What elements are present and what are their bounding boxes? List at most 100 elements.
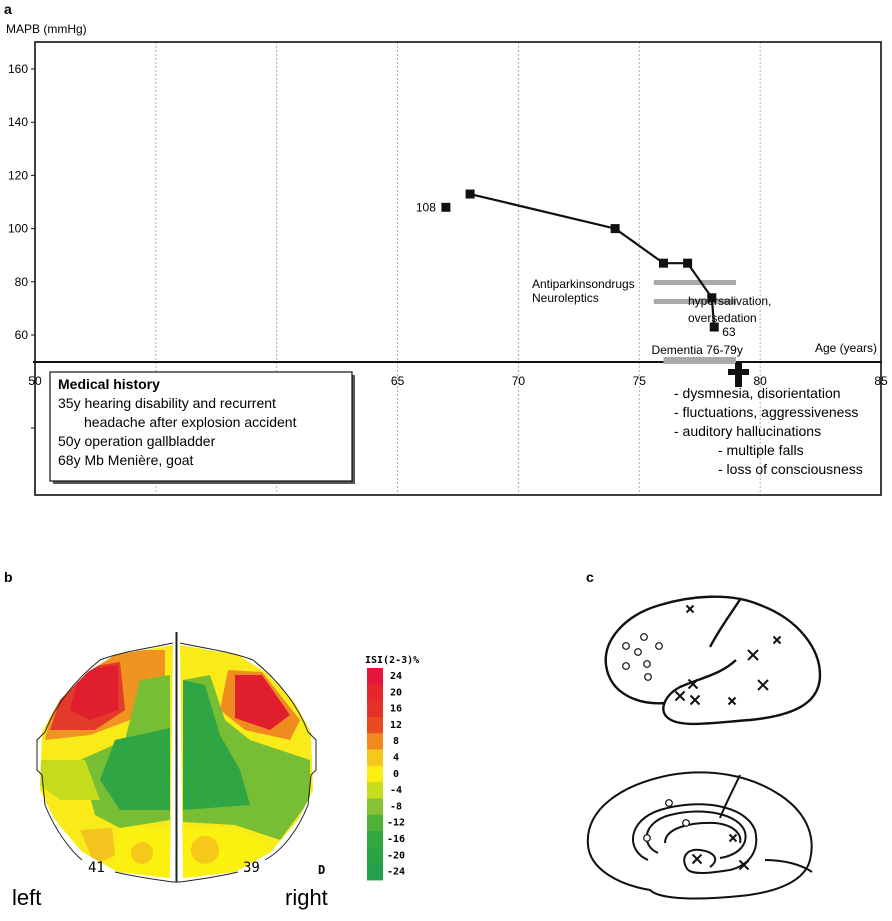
legend-title: ISI(2-3)%	[365, 655, 419, 666]
bar-label-antiparkinsondrugs: Antiparkinsondrugs	[532, 277, 635, 291]
x-tick-label: 85	[874, 374, 888, 388]
legend-tick-label: -12	[387, 818, 405, 829]
medical-history-box: Medical history 35y hearing disability a…	[49, 371, 355, 484]
point-label: 108	[416, 200, 436, 214]
series-line	[469, 192, 716, 328]
data-point	[709, 322, 719, 332]
lesion-cross-icon	[689, 694, 701, 706]
legend-tick-label: -16	[387, 834, 405, 845]
symptom-5: - loss of consciousness	[718, 461, 863, 477]
legend-swatch	[367, 765, 383, 783]
legend-swatch	[367, 668, 383, 685]
lesion-circle-icon	[622, 662, 630, 670]
symptoms-list: - dysmnesia, disorientation - fluctuatio…	[674, 385, 863, 477]
x-tick-label: 75	[633, 374, 647, 388]
data-point	[658, 258, 668, 268]
color-legend: 24 20 16 12 8 4 0 -4 -8 -12 -16 -20 -24	[367, 668, 405, 881]
medical-history-line-3: 50y operation gallbladder	[58, 433, 216, 449]
left-hemisphere-map	[40, 645, 173, 878]
right-count: 39	[243, 860, 260, 876]
legend-tick-label: -24	[387, 867, 405, 878]
legend-swatch	[367, 831, 383, 848]
panel-b-topomap: b 41 39 D left right ISI(2-3)% 24 20 16 12 8…	[4, 569, 419, 910]
symptom-3: - auditory hallucinations	[674, 423, 821, 439]
panel-a-chart: a MAPB (mmHg) 60 80 100 120 140 160 50 65 70 75 8…	[4, 1, 888, 496]
lesion-cross-icon	[772, 635, 782, 645]
panel-label-a: a	[4, 1, 12, 17]
medial-lesion-marks	[643, 799, 750, 871]
neuroleptics-note-line1: hypersalivation,	[688, 294, 771, 308]
medial-brain-view	[586, 771, 813, 900]
legend-swatch	[367, 782, 383, 799]
lesion-circle-icon	[665, 799, 673, 807]
y-tick-label: 140	[8, 115, 28, 129]
legend-swatch	[367, 700, 383, 718]
legend-tick-label: 4	[393, 753, 399, 764]
lesion-circle-icon	[643, 660, 651, 668]
lesion-cross-icon	[757, 679, 769, 691]
data-point	[441, 202, 451, 212]
legend-swatch	[367, 716, 383, 734]
legend-swatch	[367, 814, 383, 832]
legend-tick-label: 8	[393, 736, 399, 747]
legend-swatch	[367, 798, 383, 816]
legend-tick-label: -20	[387, 850, 405, 861]
x-tick-label: 50	[28, 374, 42, 388]
right-label: right	[285, 885, 328, 910]
legend-tick-label: 20	[390, 687, 402, 698]
lesion-cross-icon	[728, 833, 738, 843]
y-tick-label: 120	[8, 168, 28, 182]
y-tick-label: 60	[15, 328, 29, 342]
bar-label-dementia: Dementia 76-79y	[651, 343, 742, 357]
legend-tick-label: 12	[390, 720, 402, 731]
bar-label-neuroleptics: Neuroleptics	[532, 291, 599, 305]
medical-history-line-2: headache after explosion accident	[84, 414, 297, 430]
lateral-lesion-marks	[622, 604, 782, 706]
lesion-circle-icon	[622, 642, 630, 650]
lesion-circle-icon	[655, 642, 663, 650]
neuroleptics-note-line2: oversedation	[688, 311, 757, 325]
legend-swatch	[367, 733, 383, 750]
data-point	[707, 293, 717, 303]
mapb-series: 108 63	[416, 189, 736, 339]
y-ticks: 60 80 100 120 140 160	[8, 62, 35, 429]
symptom-2: - fluctuations, aggressiveness	[674, 404, 858, 420]
panel-label-b: b	[4, 569, 13, 585]
legend-tick-label: 16	[390, 704, 402, 715]
lesion-circle-icon	[640, 633, 648, 641]
data-point	[610, 224, 620, 234]
right-head-outline	[179, 642, 317, 861]
panel-label-c: c	[586, 569, 594, 585]
right-hemisphere-map	[180, 645, 313, 878]
lesion-cross-icon	[674, 690, 686, 702]
left-label: left	[12, 885, 41, 910]
lesion-circle-icon	[634, 648, 642, 656]
lesion-cross-icon	[685, 604, 695, 614]
legend-swatch	[367, 684, 383, 702]
legend-tick-label: -8	[390, 801, 402, 812]
data-point	[683, 258, 693, 268]
y-tick-label: 100	[8, 222, 28, 236]
left-count: 41	[88, 860, 105, 876]
legend-swatch	[367, 749, 383, 767]
symptom-1: - dysmnesia, disorientation	[674, 385, 841, 401]
medical-history-line-1: 35y hearing disability and recurrent	[58, 395, 276, 411]
symptom-4: - multiple falls	[718, 442, 804, 458]
data-point	[465, 189, 475, 199]
x-axis-label: Age (years)	[815, 341, 877, 355]
bar-antiparkinsondrugs	[653, 280, 736, 285]
lesion-cross-icon	[687, 678, 699, 690]
point-label: 63	[722, 325, 736, 339]
lateral-brain-view	[604, 595, 822, 726]
lesion-cross-icon	[727, 696, 737, 706]
lesion-circle-icon	[643, 834, 651, 842]
lesion-circle-icon	[644, 673, 652, 681]
x-ticks: 50 65 70 75 80 85	[28, 374, 888, 388]
medical-history-title: Medical history	[58, 376, 160, 392]
lesion-cross-icon	[747, 649, 759, 661]
x-tick-label: 70	[512, 374, 526, 388]
x-tick-label: 65	[391, 374, 405, 388]
lesion-cross-icon	[691, 853, 703, 865]
legend-tick-label: 0	[393, 769, 399, 780]
